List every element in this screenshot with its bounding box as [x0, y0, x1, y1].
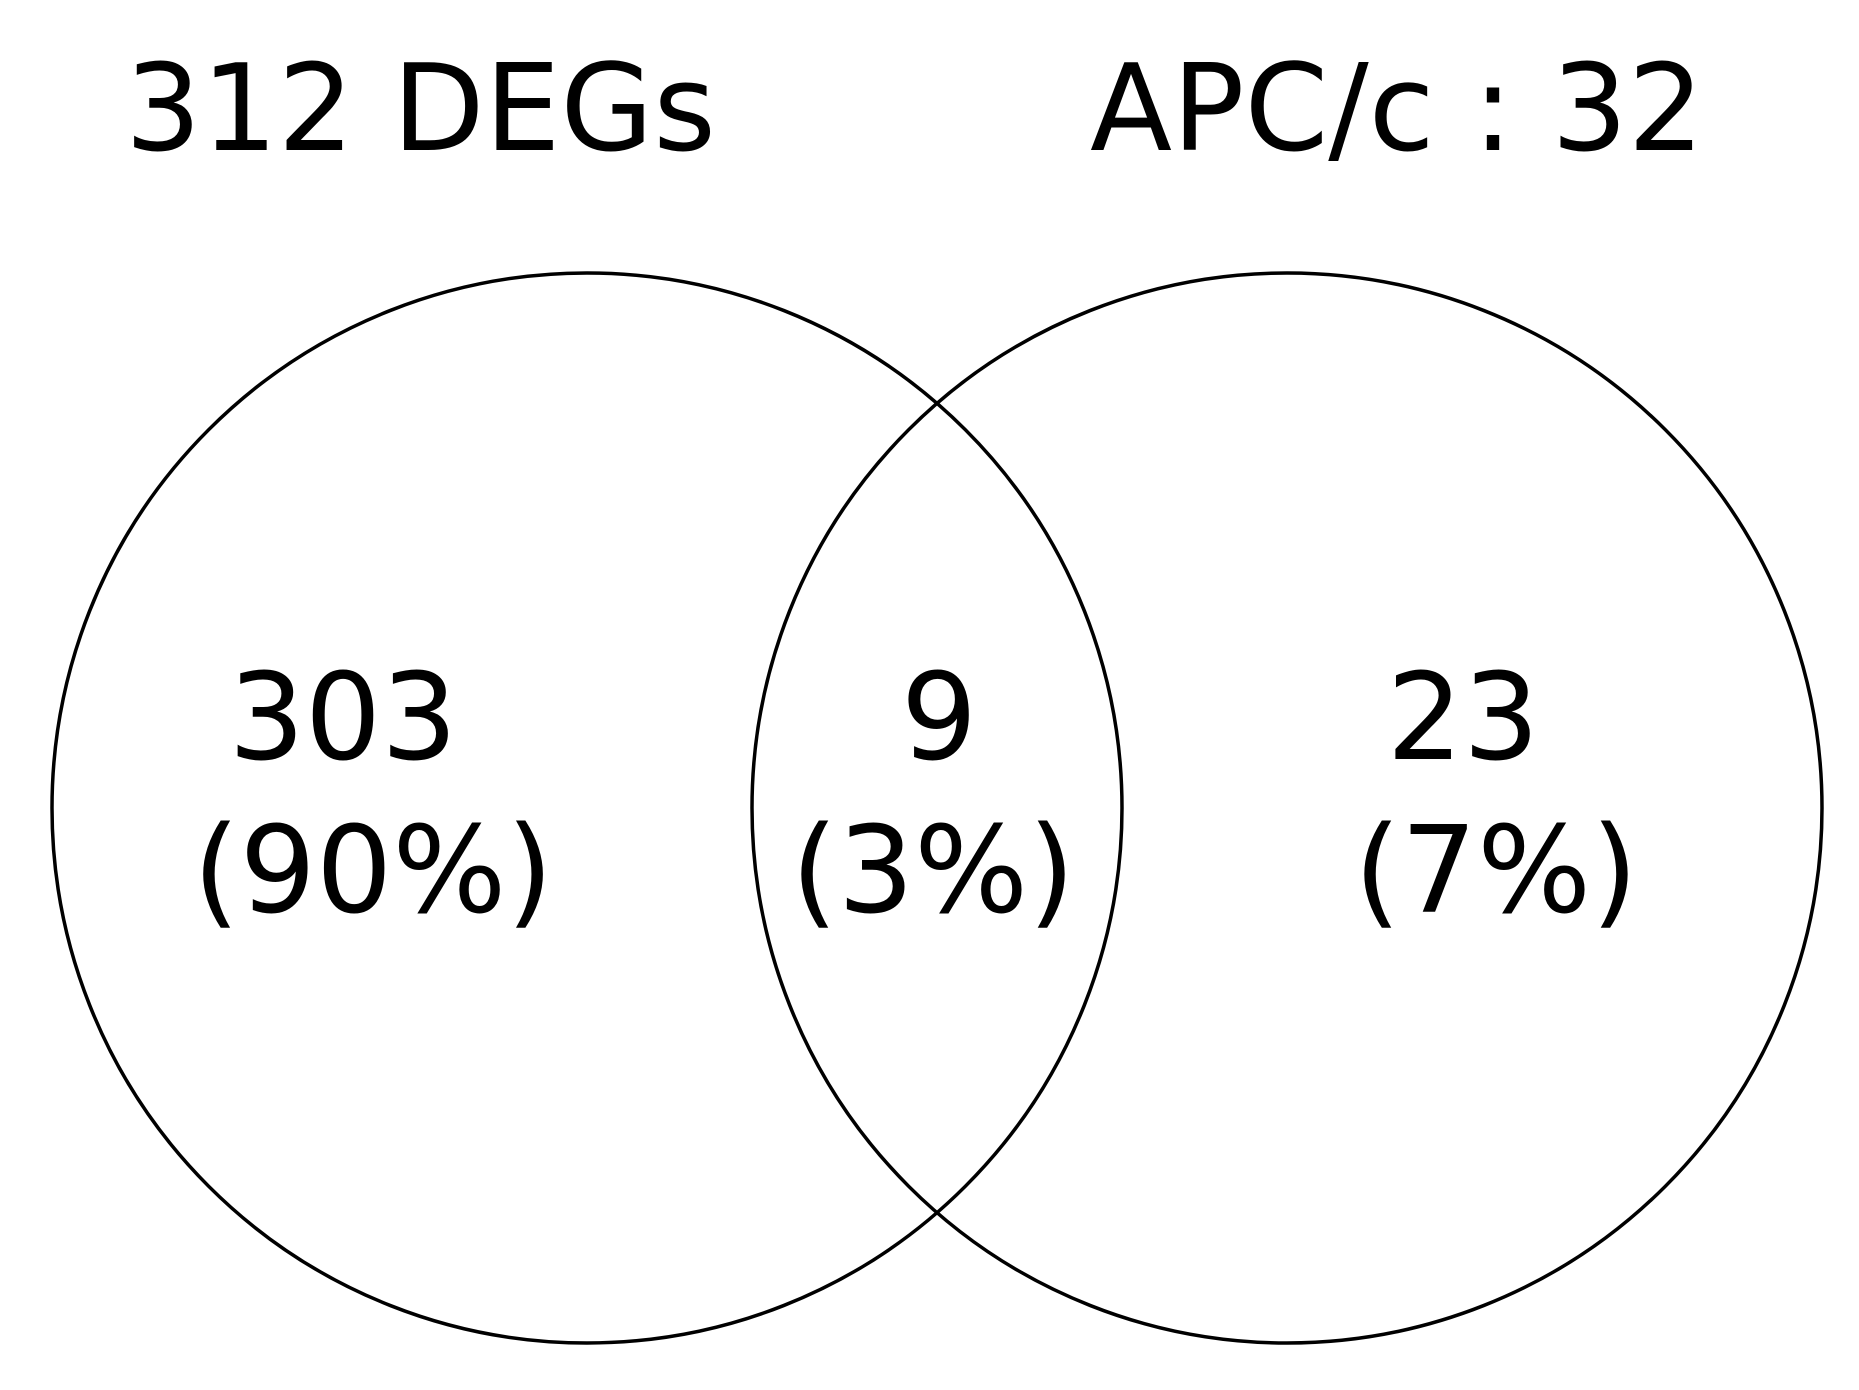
region-count: 23 — [1387, 649, 1540, 788]
set-label: APC/c : 32 — [1090, 40, 1704, 179]
region-percent: (90%) — [193, 802, 553, 941]
region-count: 303 — [228, 649, 457, 788]
set-circle — [750, 271, 1824, 1345]
region-percent: (7%) — [1354, 802, 1638, 941]
region-percent: (3%) — [791, 802, 1075, 941]
set-label: 312 DEGs — [125, 40, 716, 179]
region-count: 9 — [901, 649, 977, 788]
set-circle — [50, 271, 1124, 1345]
